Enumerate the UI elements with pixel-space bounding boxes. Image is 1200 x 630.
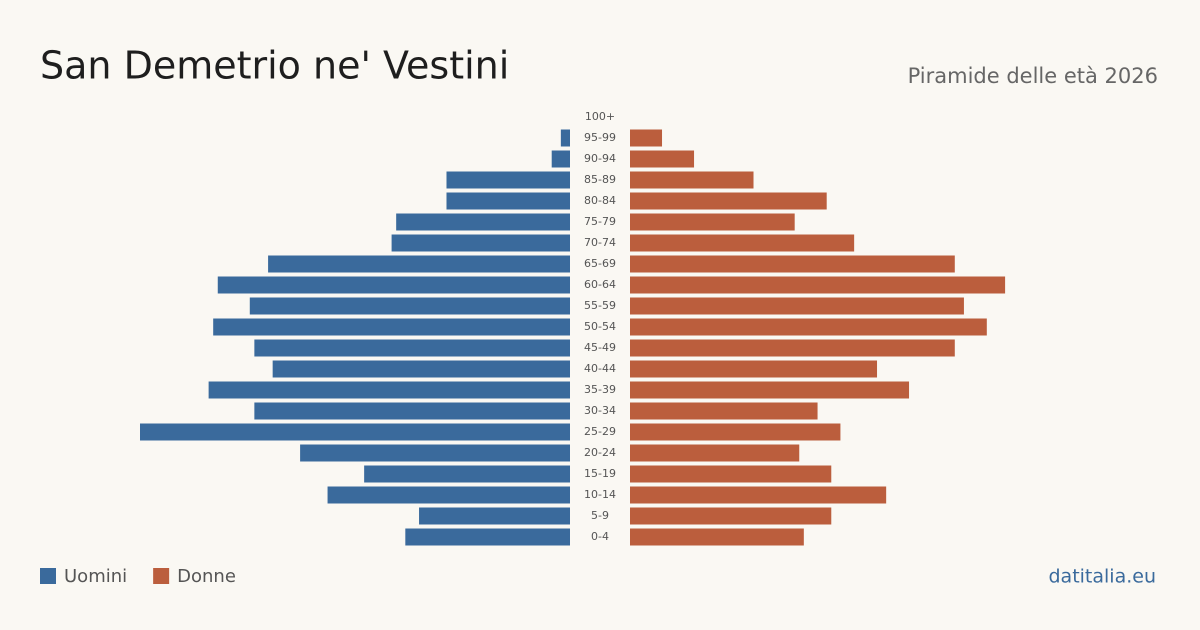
bar <box>254 339 571 357</box>
age-label: 50-54 <box>584 320 616 333</box>
bar <box>391 234 570 252</box>
bar <box>405 528 570 546</box>
source: datitalia.eu <box>1049 566 1157 588</box>
age-label: 85-89 <box>584 173 616 186</box>
bar <box>419 507 570 525</box>
bar <box>272 360 570 378</box>
bar <box>630 297 964 315</box>
age-label: 55-59 <box>584 299 616 312</box>
bar <box>630 192 827 210</box>
bar <box>446 192 570 210</box>
bar <box>630 339 955 357</box>
bar <box>446 171 570 189</box>
bar <box>630 360 878 378</box>
age-label: 60-64 <box>584 278 616 291</box>
chart-subtitle: Piramide delle età 2026 <box>908 64 1158 88</box>
bar <box>327 486 570 504</box>
age-label: 30-34 <box>584 404 616 417</box>
bar <box>300 444 570 462</box>
bar <box>217 276 570 294</box>
chart-title: San Demetrio ne' Vestini <box>40 44 509 88</box>
bar <box>630 129 663 147</box>
legend-label: Donne <box>177 566 236 587</box>
bar <box>364 465 570 483</box>
age-label: 25-29 <box>584 425 616 438</box>
bar <box>630 486 887 504</box>
bar <box>551 150 570 168</box>
age-label: 10-14 <box>584 488 616 501</box>
bar <box>208 381 571 399</box>
age-label: 20-24 <box>584 446 616 459</box>
bar <box>249 297 570 315</box>
age-label: 100+ <box>585 110 615 123</box>
bar <box>630 255 955 273</box>
age-label: 80-84 <box>584 194 616 207</box>
bar <box>630 234 855 252</box>
legend-swatch <box>153 568 170 584</box>
age-label: 15-19 <box>584 467 616 480</box>
bar <box>630 444 800 462</box>
age-label: 5-9 <box>591 509 609 522</box>
age-label: 40-44 <box>584 362 616 375</box>
bar <box>630 507 832 525</box>
age-label: 45-49 <box>584 341 616 354</box>
bar <box>630 318 987 336</box>
age-label: 90-94 <box>584 152 616 165</box>
bar <box>140 423 570 441</box>
bar <box>630 465 832 483</box>
bar <box>254 402 571 420</box>
age-label: 70-74 <box>584 236 616 249</box>
bar <box>630 171 754 189</box>
legend-swatch <box>40 568 56 584</box>
bar <box>213 318 571 336</box>
bar <box>630 402 818 420</box>
bar <box>268 255 570 273</box>
bar <box>630 381 910 399</box>
age-label: 95-99 <box>584 131 616 144</box>
bar <box>630 276 1006 294</box>
age-label: 65-69 <box>584 257 616 270</box>
age-label: 75-79 <box>584 215 616 228</box>
bar <box>630 528 804 546</box>
bar <box>630 423 841 441</box>
bar <box>560 129 570 147</box>
bar <box>396 213 570 231</box>
age-label: 35-39 <box>584 383 616 396</box>
bar <box>630 150 695 168</box>
age-label: 0-4 <box>591 530 609 543</box>
bar <box>630 213 795 231</box>
legend-label: Uomini <box>64 566 127 587</box>
